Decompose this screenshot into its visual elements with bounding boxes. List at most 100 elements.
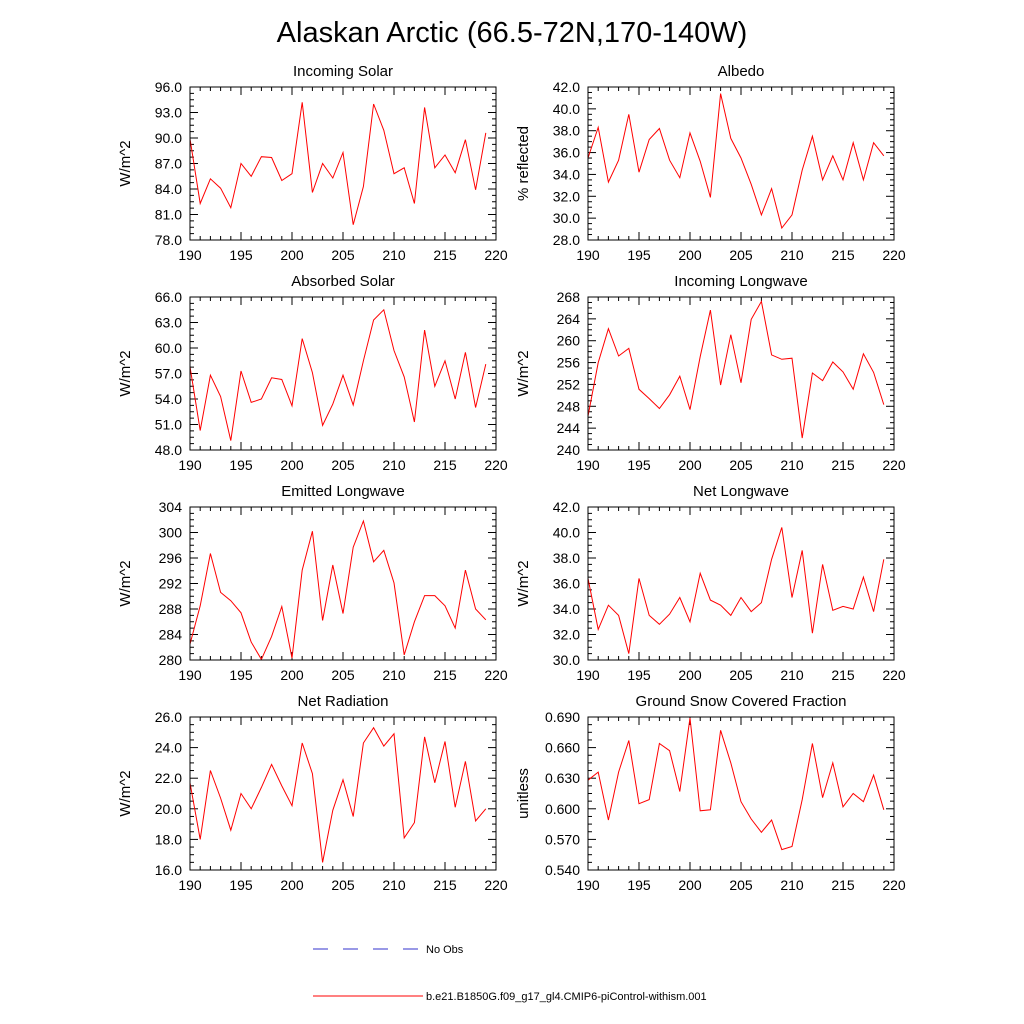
series-line [189,519,487,661]
x-tick-label: 210 [382,667,406,683]
x-tick-label: 195 [229,457,253,473]
panel-title: Net Longwave [693,483,789,500]
y-tick-label: 90.0 [155,130,182,146]
x-tick-label: 200 [280,667,304,683]
y-tick-label: 26.0 [155,709,182,725]
x-tick-label: 215 [433,247,457,263]
y-axis-label: W/m^2 [117,560,134,606]
y-tick-label: 268 [557,289,581,305]
y-tick-label: 66.0 [155,289,182,305]
x-tick-label: 220 [882,877,906,893]
panel: Incoming Solar W/m^2 190 195 200 205 210 215 220… [117,63,508,263]
legend: No Obs b.e21.B1850G.f09_g17_gl4.CMIP6-pi… [313,944,707,1003]
series-line [189,726,487,863]
y-tick-label: 28.0 [553,232,580,248]
panel: Ground Snow Covered Fraction unitless 190 1… [515,693,906,893]
series-line [587,717,885,851]
y-tick-label: 252 [557,376,581,392]
x-tick-label: 220 [484,667,508,683]
x-tick-label: 205 [331,247,355,263]
x-tick-label: 190 [576,667,600,683]
y-tick-label: 0.540 [545,862,580,878]
x-tick-label: 195 [627,457,651,473]
y-tick-label: 36.0 [553,145,580,161]
y-tick-label: 288 [159,601,183,617]
x-tick-label: 190 [178,247,202,263]
y-tick-label: 42.0 [553,79,580,95]
y-tick-label: 34.0 [553,601,580,617]
y-tick-label: 48.0 [155,442,182,458]
panel-title: Incoming Longwave [674,273,807,290]
y-tick-label: 280 [159,652,183,668]
panel: Absorbed Solar W/m^2 190 195 200 205 210 215 220… [117,273,508,473]
plot-frame [587,716,895,871]
x-tick-label: 210 [780,247,804,263]
plot-frame [189,86,497,241]
y-tick-label: 40.0 [553,101,580,117]
x-tick-label: 200 [678,457,702,473]
y-tick-label: 96.0 [155,79,182,95]
y-tick-label: 0.660 [545,740,580,756]
y-axis-label: W/m^2 [515,350,532,396]
x-tick-label: 190 [576,457,600,473]
y-axis-label: % reflected [515,126,532,201]
x-tick-label: 220 [882,457,906,473]
y-tick-label: 300 [159,525,183,541]
x-tick-label: 215 [831,667,855,683]
x-tick-label: 220 [882,247,906,263]
y-tick-label: 18.0 [155,831,182,847]
x-tick-label: 205 [331,457,355,473]
y-tick-label: 16.0 [155,862,182,878]
y-tick-label: 244 [557,420,581,436]
x-tick-label: 190 [178,667,202,683]
x-tick-label: 195 [627,667,651,683]
x-tick-label: 190 [576,247,600,263]
y-tick-label: 256 [557,355,581,371]
panel-title: Absorbed Solar [291,273,394,290]
x-tick-label: 195 [229,247,253,263]
y-tick-label: 260 [557,333,581,349]
x-tick-label: 210 [382,247,406,263]
y-tick-label: 34.0 [553,166,580,182]
x-tick-label: 210 [780,667,804,683]
panel-title: Albedo [718,63,765,80]
x-tick-label: 200 [678,667,702,683]
x-tick-label: 195 [229,877,253,893]
series-line [587,93,885,230]
series-line [189,308,487,441]
x-tick-label: 200 [280,457,304,473]
y-tick-label: 30.0 [553,210,580,226]
y-tick-label: 36.0 [553,576,580,592]
x-tick-label: 195 [229,667,253,683]
y-tick-label: 304 [159,499,183,515]
y-tick-label: 0.630 [545,770,580,786]
x-tick-label: 200 [280,247,304,263]
x-tick-label: 215 [433,667,457,683]
x-tick-label: 205 [331,877,355,893]
plot-frame [189,716,497,871]
x-tick-label: 205 [729,247,753,263]
y-tick-label: 240 [557,442,581,458]
y-tick-label: 93.0 [155,105,182,121]
plot-frame [587,296,895,451]
y-tick-label: 0.570 [545,831,580,847]
y-tick-label: 87.0 [155,156,182,172]
panel: Incoming Longwave W/m^2 190 195 200 205 210 215… [515,273,906,473]
panel: Net Longwave W/m^2 190 195 200 205 210 215 220 30… [515,483,906,683]
y-tick-label: 54.0 [155,391,182,407]
y-axis-label: W/m^2 [117,770,134,816]
panel: Net Radiation W/m^2 190 195 200 205 210 215 220 1… [117,693,508,893]
legend-no-obs-label: No Obs [426,944,464,956]
y-tick-label: 264 [557,311,581,327]
y-tick-label: 0.690 [545,709,580,725]
x-tick-label: 210 [382,877,406,893]
x-tick-label: 190 [178,457,202,473]
y-tick-label: 32.0 [553,188,580,204]
y-axis-label: W/m^2 [117,140,134,186]
plot-frame [587,506,895,661]
y-tick-label: 30.0 [553,652,580,668]
y-tick-label: 24.0 [155,740,182,756]
panel: Albedo % reflected 190 195 200 205 210 215 220 28… [515,63,906,263]
y-tick-label: 84.0 [155,181,182,197]
